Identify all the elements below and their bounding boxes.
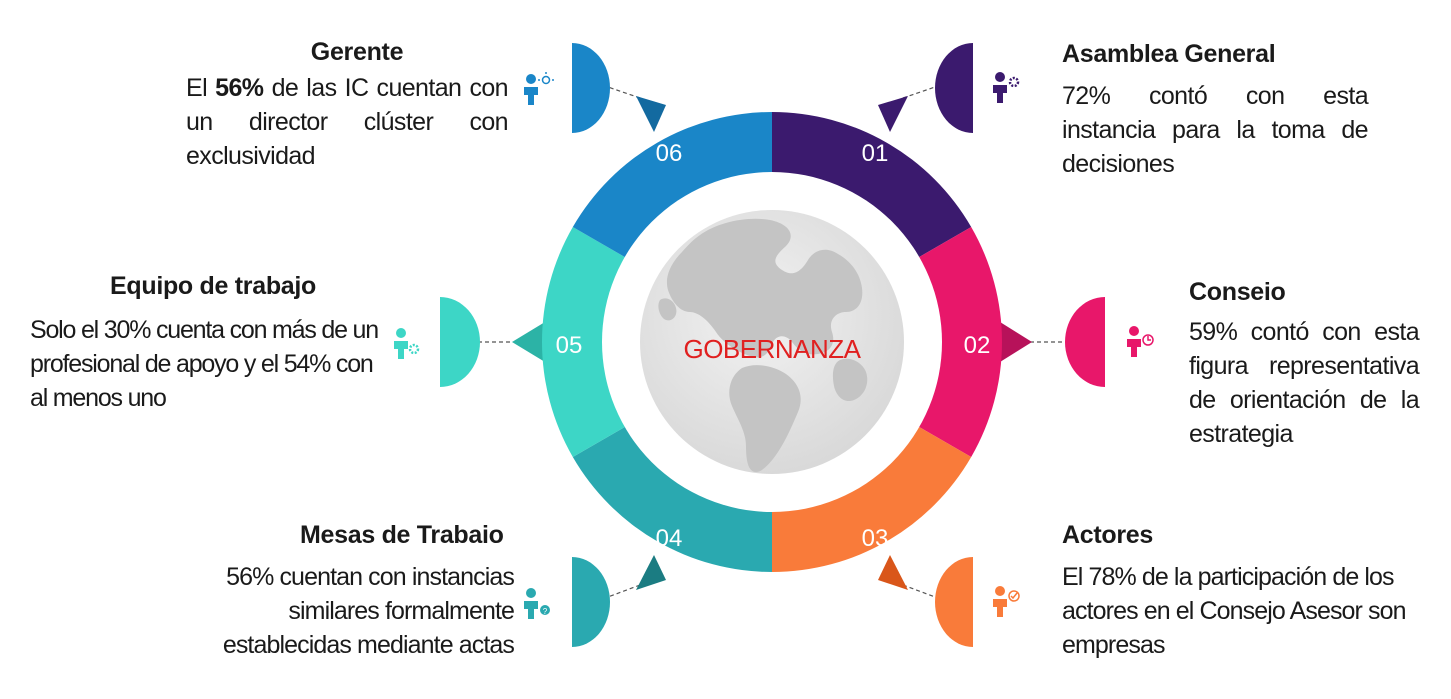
ring (542, 112, 1003, 572)
segment-number-05: 05 (556, 332, 583, 359)
connector-01 (902, 86, 936, 99)
text-asamblea: 72% contó con esta instancia para la tom… (1062, 82, 1369, 178)
connector-lines (478, 86, 1065, 598)
title-equipo: Equipo de trabajo (110, 272, 317, 300)
tab-04 (572, 557, 610, 647)
ring-segment-02 (915, 227, 1003, 457)
block-equipo: Equipo de trabajo Solo el 30% cuenta con… (30, 271, 380, 415)
globe-icon (640, 210, 904, 474)
segment-number-02: 02 (964, 332, 991, 359)
title-conseio: Conseio (1189, 278, 1286, 306)
person-gear-icon (993, 72, 1020, 103)
person-cog-icon (394, 328, 420, 359)
title-actores: Actores (1062, 521, 1153, 549)
ring-segment-06 (572, 112, 772, 259)
tab-06 (572, 43, 610, 133)
person-idea-icon (524, 72, 554, 105)
connector-03 (902, 584, 936, 598)
ring-segment-05 (542, 227, 629, 457)
block-conseio: Conseio 59% contó con esta figura repres… (1189, 277, 1420, 451)
pointer-05 (512, 322, 545, 362)
tab-05 (440, 297, 480, 387)
icon-tabs (440, 43, 1105, 647)
title-gerente: Gerente (310, 38, 404, 66)
tab-01 (935, 43, 973, 133)
text-actores: El 78% de la participación de los actore… (1062, 563, 1407, 659)
pointer-03 (878, 555, 908, 590)
pointer-triangles (512, 96, 1032, 590)
person-check-icon (993, 586, 1020, 617)
segment-number-04: 04 (656, 525, 683, 552)
text-gerente-bold: 56% (215, 74, 264, 102)
block-actores: Actores El 78% de la participación de lo… (1062, 520, 1422, 662)
text-conseio: 59% contó con esta figura representativa… (1189, 318, 1420, 448)
pointer-01 (878, 96, 908, 132)
text-mesas: 56% cuentan con instancias similares for… (222, 563, 515, 659)
person-chart-icon (1127, 326, 1154, 357)
ring-segment-04 (572, 425, 772, 572)
center-label: GOBERNANZA (683, 334, 861, 364)
segment-number-03: 03 (862, 525, 889, 552)
connector-06 (607, 86, 641, 99)
ring-segment-01 (772, 112, 972, 259)
block-gerente: Gerente El 56% de las IC cuentan con un … (186, 37, 509, 173)
text-gerente-prefix: El (186, 74, 208, 102)
text-gerente: El 56% de las IC cuentan con un director… (186, 71, 509, 173)
segment-numbers: 01 02 03 04 05 06 (556, 140, 991, 552)
pointer-04 (636, 555, 666, 590)
ring-segment-03 (772, 425, 972, 572)
block-asamblea: Asamblea General 72% contó con esta inst… (1062, 39, 1369, 181)
title-asamblea: Asamblea General (1062, 40, 1276, 68)
text-equipo: Solo el 30% cuenta con más de un profesi… (30, 316, 379, 412)
tab-03 (935, 557, 973, 647)
connector-04 (607, 584, 641, 598)
pointer-02 (1000, 322, 1032, 362)
block-mesas: Mesas de Trabaio 56% cuentan con instanc… (196, 520, 515, 662)
pointer-06 (636, 96, 666, 132)
title-mesas: Mesas de Trabaio (300, 521, 504, 549)
svg-text:?: ? (543, 607, 548, 616)
person-question-icon: ? (524, 588, 550, 619)
segment-number-06: 06 (656, 140, 683, 167)
tab-02 (1065, 297, 1105, 387)
text-gerente-rest: de las IC cuentan con un director clúste… (186, 74, 509, 170)
segment-number-01: 01 (862, 140, 889, 167)
